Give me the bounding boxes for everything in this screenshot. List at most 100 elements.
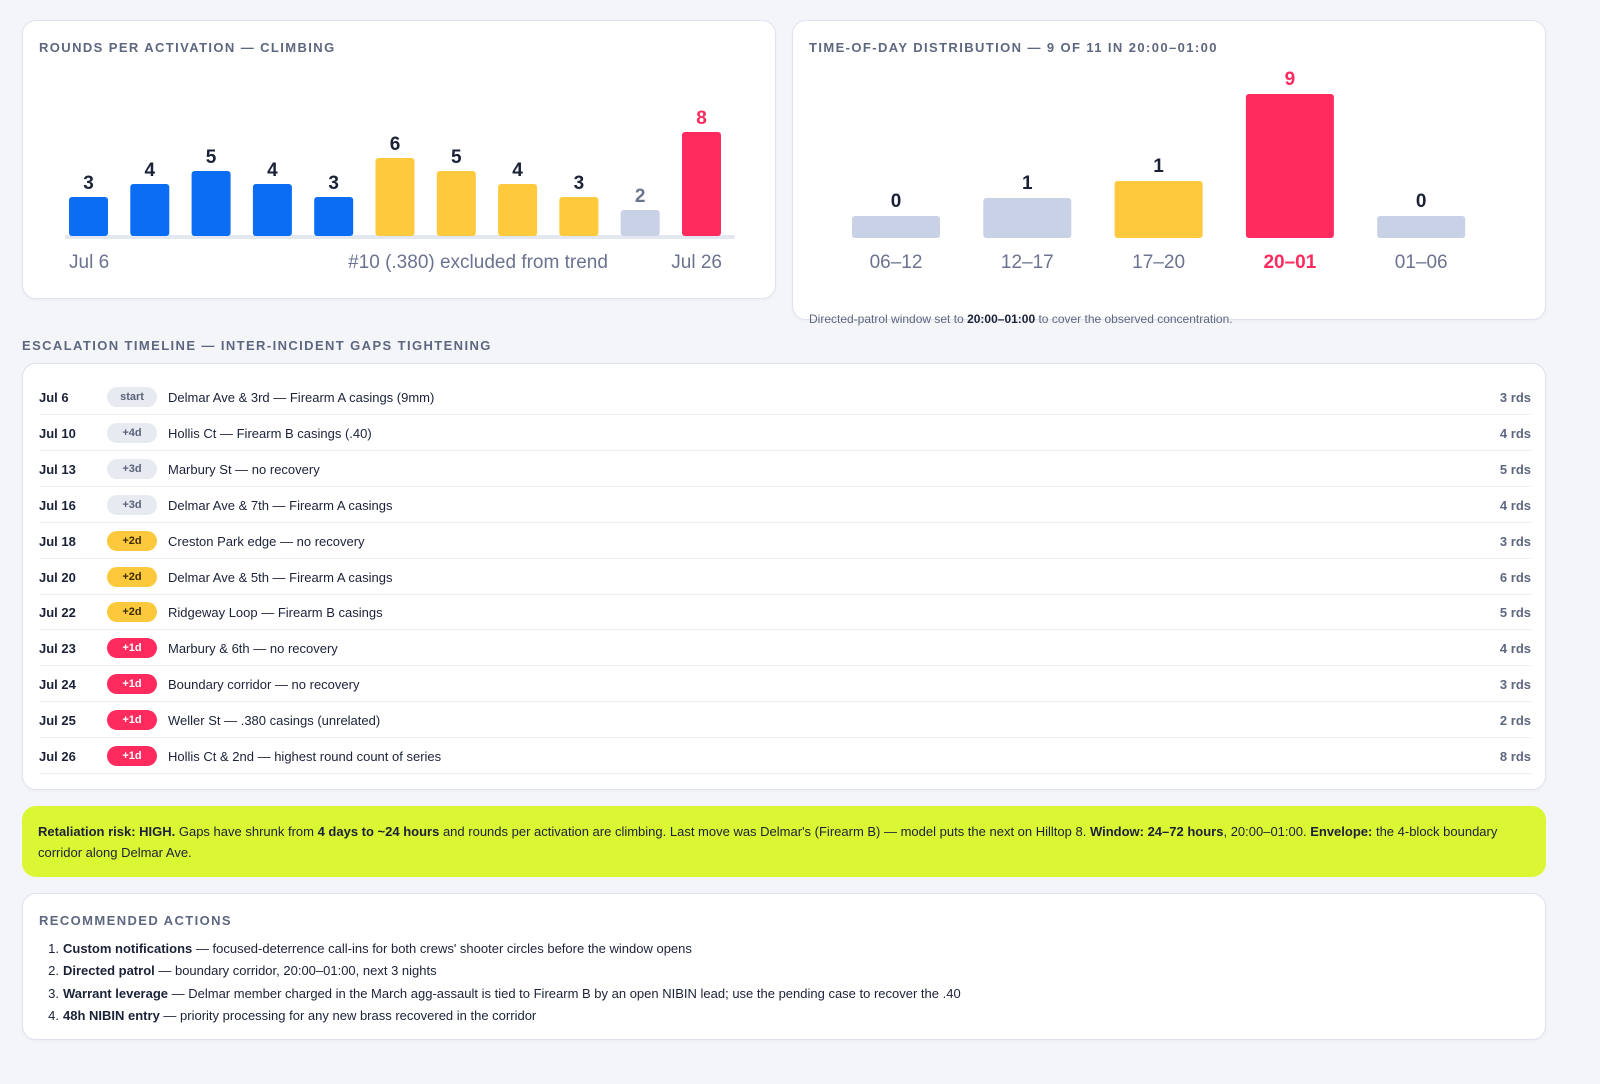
tod-category-label: 06–12 [870, 252, 923, 273]
action-text: — Delmar member charged in the March agg… [168, 985, 961, 1001]
rounds-bar-value: 3 [574, 173, 585, 194]
tod-bar-value: 1 [1022, 173, 1033, 194]
action-number: 3. [48, 985, 59, 1001]
timeline-description: Delmar Ave & 7th — Firearm A casings [168, 497, 393, 513]
timeline-row: Jul 6 start Delmar Ave & 3rd — Firearm A c… [39, 379, 1531, 415]
action-label: Custom notifications [63, 941, 193, 956]
tod-category-label: 01–06 [1395, 252, 1448, 273]
action-text: — focused-deterrence call-ins for both c… [192, 941, 692, 956]
timeline-gap-badge: +1d [107, 746, 157, 766]
action-item: 4. 48h NIBIN entry — priority processing … [39, 1005, 961, 1027]
action-label: Warrant leverage [63, 985, 169, 1001]
rounds-bar [69, 197, 108, 236]
risk-gap-range: 4 days to ~24 hours [317, 824, 440, 839]
tod-chart-card: Time-of-day distribution — 9 of 11 in 20… [792, 20, 1546, 326]
tod-chart-title: Time-of-day distribution — 9 of 11 in 20… [809, 40, 1218, 55]
risk-text-1: Gaps have shrunk from [175, 824, 318, 839]
tod-note-prefix: Directed-patrol window set to [809, 312, 968, 326]
rounds-chart-card: Rounds per activation — climbing 3 4 5 4 3 6 5… [22, 20, 776, 299]
risk-window: Window: 24–72 hours [1089, 824, 1224, 839]
timeline-row: Jul 20 +2d Delmar Ave & 5th — Firearm A ca… [39, 559, 1531, 595]
rounds-bar-value: 4 [145, 160, 156, 181]
timeline-description: Creston Park edge — no recovery [168, 533, 365, 549]
timeline-rounds: 4 rds [1499, 425, 1531, 441]
timeline-rounds: 5 rds [1499, 605, 1531, 621]
risk-text-4: the 4-block boundary corridor along Delm… [38, 824, 1498, 860]
timeline-gap-badge: +4d [107, 422, 157, 443]
tod-bar [852, 216, 940, 238]
timeline-rounds: 2 rds [1499, 713, 1531, 729]
timeline-date: Jul 25 [39, 713, 76, 729]
timeline-description: Marbury St — no recovery [168, 461, 320, 477]
timeline-row: Jul 24 +1d Boundary corridor — no recovery… [39, 666, 1531, 703]
timeline-description: Hollis Ct — Firearm B casings (.40) [168, 425, 372, 441]
timeline-row: Jul 26 +1d Hollis Ct & 2nd — highest round… [39, 738, 1531, 774]
rounds-bar-value: 6 [390, 134, 401, 155]
timeline-date: Jul 18 [39, 533, 76, 549]
timeline-description: Hollis Ct & 2nd — highest round count of… [168, 749, 442, 764]
risk-text-3: , 20:00–01:00. [1223, 824, 1311, 839]
timeline-rounds: 3 rds [1499, 390, 1531, 405]
timeline-description: Delmar Ave & 3rd — Firearm A casings (9m… [168, 390, 435, 405]
tod-bar-value: 1 [1153, 156, 1164, 177]
rounds-bar-value: 4 [512, 160, 523, 181]
timeline-gap-badge: +2d [107, 530, 157, 551]
timeline-description: Marbury & 6th — no recovery [168, 641, 338, 657]
rounds-bar-value: 3 [83, 173, 94, 194]
timeline-gap-badge: +3d [107, 458, 157, 479]
timeline-row: Jul 23 +1d Marbury & 6th — no recovery 4 rd… [39, 630, 1531, 667]
timeline-row: Jul 18 +2d Creston Park edge — no recovery… [39, 523, 1531, 559]
timeline-gap-badge: start [107, 387, 157, 407]
timeline-card: Jul 6 start Delmar Ave & 3rd — Firearm A c… [22, 363, 1546, 790]
rounds-x-end: Jul 26 [671, 252, 722, 273]
action-number: 1. [48, 941, 59, 956]
tod-category-label: 20–01 [1263, 252, 1316, 273]
tod-category-label: 12–17 [1001, 252, 1054, 273]
tod-bar [983, 198, 1072, 238]
rounds-bar [559, 197, 599, 236]
rounds-bar [498, 184, 538, 236]
timeline-gap-badge: +3d [107, 494, 157, 515]
timeline-rounds: 3 rds [1499, 533, 1531, 549]
timeline-description: Weller St — .380 casings (unrelated) [168, 713, 381, 729]
rounds-bar [620, 210, 660, 236]
timeline-rounds: 4 rds [1499, 641, 1531, 657]
actions-list: 1. Custom notifications — focused-deterre… [39, 938, 961, 1027]
action-item: 1. Custom notifications — focused-deterre… [39, 938, 961, 960]
action-number: 4. [48, 1007, 59, 1023]
tod-bar-value: 0 [891, 191, 902, 212]
tod-bar [1377, 216, 1466, 238]
rounds-bar [375, 158, 415, 236]
tod-bar-value: 0 [1416, 191, 1427, 212]
actions-card: Recommended actions 1. Custom notificatio… [22, 893, 1546, 1040]
action-text: — priority processing for any new brass … [159, 1007, 537, 1023]
action-number: 2. [48, 963, 59, 979]
rounds-bar [191, 171, 231, 236]
actions-title: Recommended actions [39, 913, 232, 928]
timeline-description: Boundary corridor — no recovery [168, 677, 360, 693]
rounds-bar-value: 8 [696, 108, 707, 129]
rounds-bar-value: 3 [328, 173, 339, 194]
timeline-date: Jul 22 [39, 605, 76, 621]
rounds-bar-value: 2 [635, 186, 646, 207]
rounds-x-start: Jul 6 [69, 252, 109, 273]
rounds-bar [252, 184, 292, 236]
risk-banner: Retaliation risk: HIGH. Gaps have shrunk… [22, 806, 1546, 877]
timeline-rounds: 4 rds [1499, 497, 1531, 513]
timeline-row: Jul 16 +3d Delmar Ave & 7th — Firearm A ca… [39, 487, 1531, 523]
timeline-rounds: 5 rds [1499, 461, 1531, 477]
action-text: — boundary corridor, 20:00–01:00, next 3… [154, 963, 437, 979]
risk-label: Retaliation risk: HIGH. [38, 824, 176, 839]
action-item: 2. Directed patrol — boundary corridor, 2… [39, 960, 961, 982]
rounds-bar [436, 171, 476, 236]
timeline-gap-badge: +1d [107, 710, 157, 731]
timeline-title: Escalation timeline — inter-incident gap… [22, 338, 492, 353]
rounds-bar [130, 184, 170, 236]
timeline-date: Jul 23 [39, 641, 76, 657]
timeline-date: Jul 24 [39, 677, 76, 693]
rounds-chart: 3 4 5 4 3 6 5 4 3 2 8 Jul 6 #10 (.380) excluded from… [65, 108, 735, 273]
tod-bar [1114, 181, 1203, 238]
tod-chart: 0 06–12 1 12–17 1 17–20 9 20–01 0 01–06 [852, 69, 1466, 273]
tod-bar-value: 9 [1285, 69, 1296, 90]
timeline-row: Jul 22 +2d Ridgeway Loop — Firearm B casin… [39, 594, 1531, 631]
